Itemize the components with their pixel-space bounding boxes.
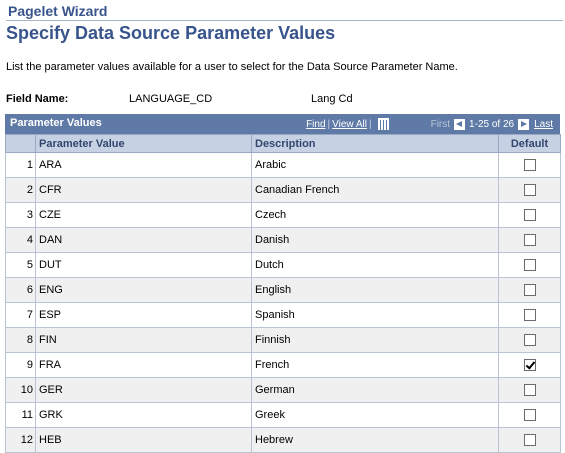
- default-checkbox[interactable]: [523, 359, 536, 372]
- row-number: 12: [5, 427, 36, 453]
- grid-header-bar: Parameter Values Find | View All | First…: [5, 114, 560, 134]
- default-cell: [498, 177, 561, 203]
- description-cell: German: [251, 377, 499, 403]
- description-cell: Danish: [251, 227, 499, 253]
- row-number: 5: [5, 252, 36, 278]
- table-row: 5 DUT Dutch: [5, 252, 561, 278]
- find-link[interactable]: Find: [306, 118, 326, 130]
- default-checkbox[interactable]: [523, 309, 536, 322]
- description-header[interactable]: Description: [251, 134, 499, 153]
- parameter-value-cell: FRA: [35, 352, 252, 378]
- default-cell: [498, 427, 561, 453]
- description-cell: Greek: [251, 402, 499, 428]
- default-cell: [498, 302, 561, 328]
- row-number: 7: [5, 302, 36, 328]
- default-checkbox[interactable]: [523, 159, 536, 172]
- row-number: 10: [5, 377, 36, 403]
- row-number: 1: [5, 152, 36, 178]
- table-row: 2 CFR Canadian French: [5, 177, 561, 203]
- wizard-title: Pagelet Wizard: [8, 3, 108, 19]
- default-checkbox[interactable]: [523, 209, 536, 222]
- default-checkbox[interactable]: [523, 434, 536, 447]
- table-row: 9 FRA French: [5, 352, 561, 378]
- default-cell: [498, 202, 561, 228]
- row-number: 3: [5, 202, 36, 228]
- table-row: 12 HEB Hebrew: [5, 427, 561, 453]
- description-cell: Arabic: [251, 152, 499, 178]
- row-number: 6: [5, 277, 36, 303]
- table-row: 10 GER German: [5, 377, 561, 403]
- parameter-value-cell: FIN: [35, 327, 252, 353]
- row-number: 8: [5, 327, 36, 353]
- default-checkbox[interactable]: [523, 184, 536, 197]
- parameter-value-cell: ENG: [35, 277, 252, 303]
- default-cell: [498, 402, 561, 428]
- description-cell: Canadian French: [251, 177, 499, 203]
- first-link: First: [430, 118, 451, 130]
- row-number: 9: [5, 352, 36, 378]
- parameter-value-cell: GER: [35, 377, 252, 403]
- row-number: 4: [5, 227, 36, 253]
- row-number-header: [5, 134, 36, 153]
- page-title: Specify Data Source Parameter Values: [6, 23, 336, 43]
- parameter-values-table: Parameter Value Description Default 1 ARA…: [5, 134, 561, 453]
- table-row: 3 CZE Czech: [5, 202, 561, 228]
- nav-separator: |: [368, 118, 372, 130]
- default-header[interactable]: Default: [498, 134, 561, 153]
- row-range-text: 1-25 of 26: [469, 118, 515, 130]
- default-cell: [498, 227, 561, 253]
- default-cell: [498, 352, 561, 378]
- table-row: 4 DAN Danish: [5, 227, 561, 253]
- default-cell: [498, 252, 561, 278]
- row-number: 11: [5, 402, 36, 428]
- parameter-value-header[interactable]: Parameter Value: [35, 134, 252, 153]
- parameter-value-cell: ARA: [35, 152, 252, 178]
- default-cell: [498, 377, 561, 403]
- description-cell: Spanish: [251, 302, 499, 328]
- column-header-row: Parameter Value Description Default: [5, 134, 561, 153]
- description-cell: Dutch: [251, 252, 499, 278]
- default-checkbox[interactable]: [523, 334, 536, 347]
- parameter-value-cell: DAN: [35, 227, 252, 253]
- instructions-text: List the parameter values available for …: [6, 61, 458, 73]
- default-cell: [498, 152, 561, 178]
- parameter-value-cell: CZE: [35, 202, 252, 228]
- title-divider: [6, 20, 563, 21]
- parameter-value-cell: DUT: [35, 252, 252, 278]
- default-checkbox[interactable]: [523, 259, 536, 272]
- default-cell: [498, 277, 561, 303]
- field-name-description: Lang Cd: [311, 93, 353, 105]
- grid-navigation: Find | View All | First 1-25 of 26 Last: [306, 118, 553, 130]
- last-link[interactable]: Last: [534, 118, 553, 130]
- default-checkbox[interactable]: [523, 284, 536, 297]
- row-number: 2: [5, 177, 36, 203]
- description-cell: French: [251, 352, 499, 378]
- default-checkbox[interactable]: [523, 234, 536, 247]
- default-cell: [498, 327, 561, 353]
- field-name-value: LANGUAGE_CD: [129, 93, 213, 105]
- parameter-value-cell: HEB: [35, 427, 252, 453]
- default-checkbox[interactable]: [523, 384, 536, 397]
- table-row: 11 GRK Greek: [5, 402, 561, 428]
- parameter-values-grid: Parameter Values Find | View All | First…: [5, 114, 561, 453]
- parameter-value-cell: CFR: [35, 177, 252, 203]
- table-row: 8 FIN Finnish: [5, 327, 561, 353]
- next-arrow-icon[interactable]: [518, 118, 530, 130]
- description-cell: English: [251, 277, 499, 303]
- parameter-value-cell: ESP: [35, 302, 252, 328]
- description-cell: Czech: [251, 202, 499, 228]
- description-cell: Hebrew: [251, 427, 499, 453]
- field-name-label: Field Name:: [6, 93, 69, 105]
- description-cell: Finnish: [251, 327, 499, 353]
- grid-download-icon[interactable]: [377, 118, 389, 130]
- view-all-link[interactable]: View All: [332, 118, 367, 130]
- parameter-value-cell: GRK: [35, 402, 252, 428]
- table-row: 1 ARA Arabic: [5, 152, 561, 178]
- nav-separator: |: [327, 118, 331, 130]
- grid-caption: Parameter Values: [10, 117, 102, 129]
- table-row: 6 ENG English: [5, 277, 561, 303]
- default-checkbox[interactable]: [523, 409, 536, 422]
- prev-arrow-icon[interactable]: [454, 118, 466, 130]
- table-row: 7 ESP Spanish: [5, 302, 561, 328]
